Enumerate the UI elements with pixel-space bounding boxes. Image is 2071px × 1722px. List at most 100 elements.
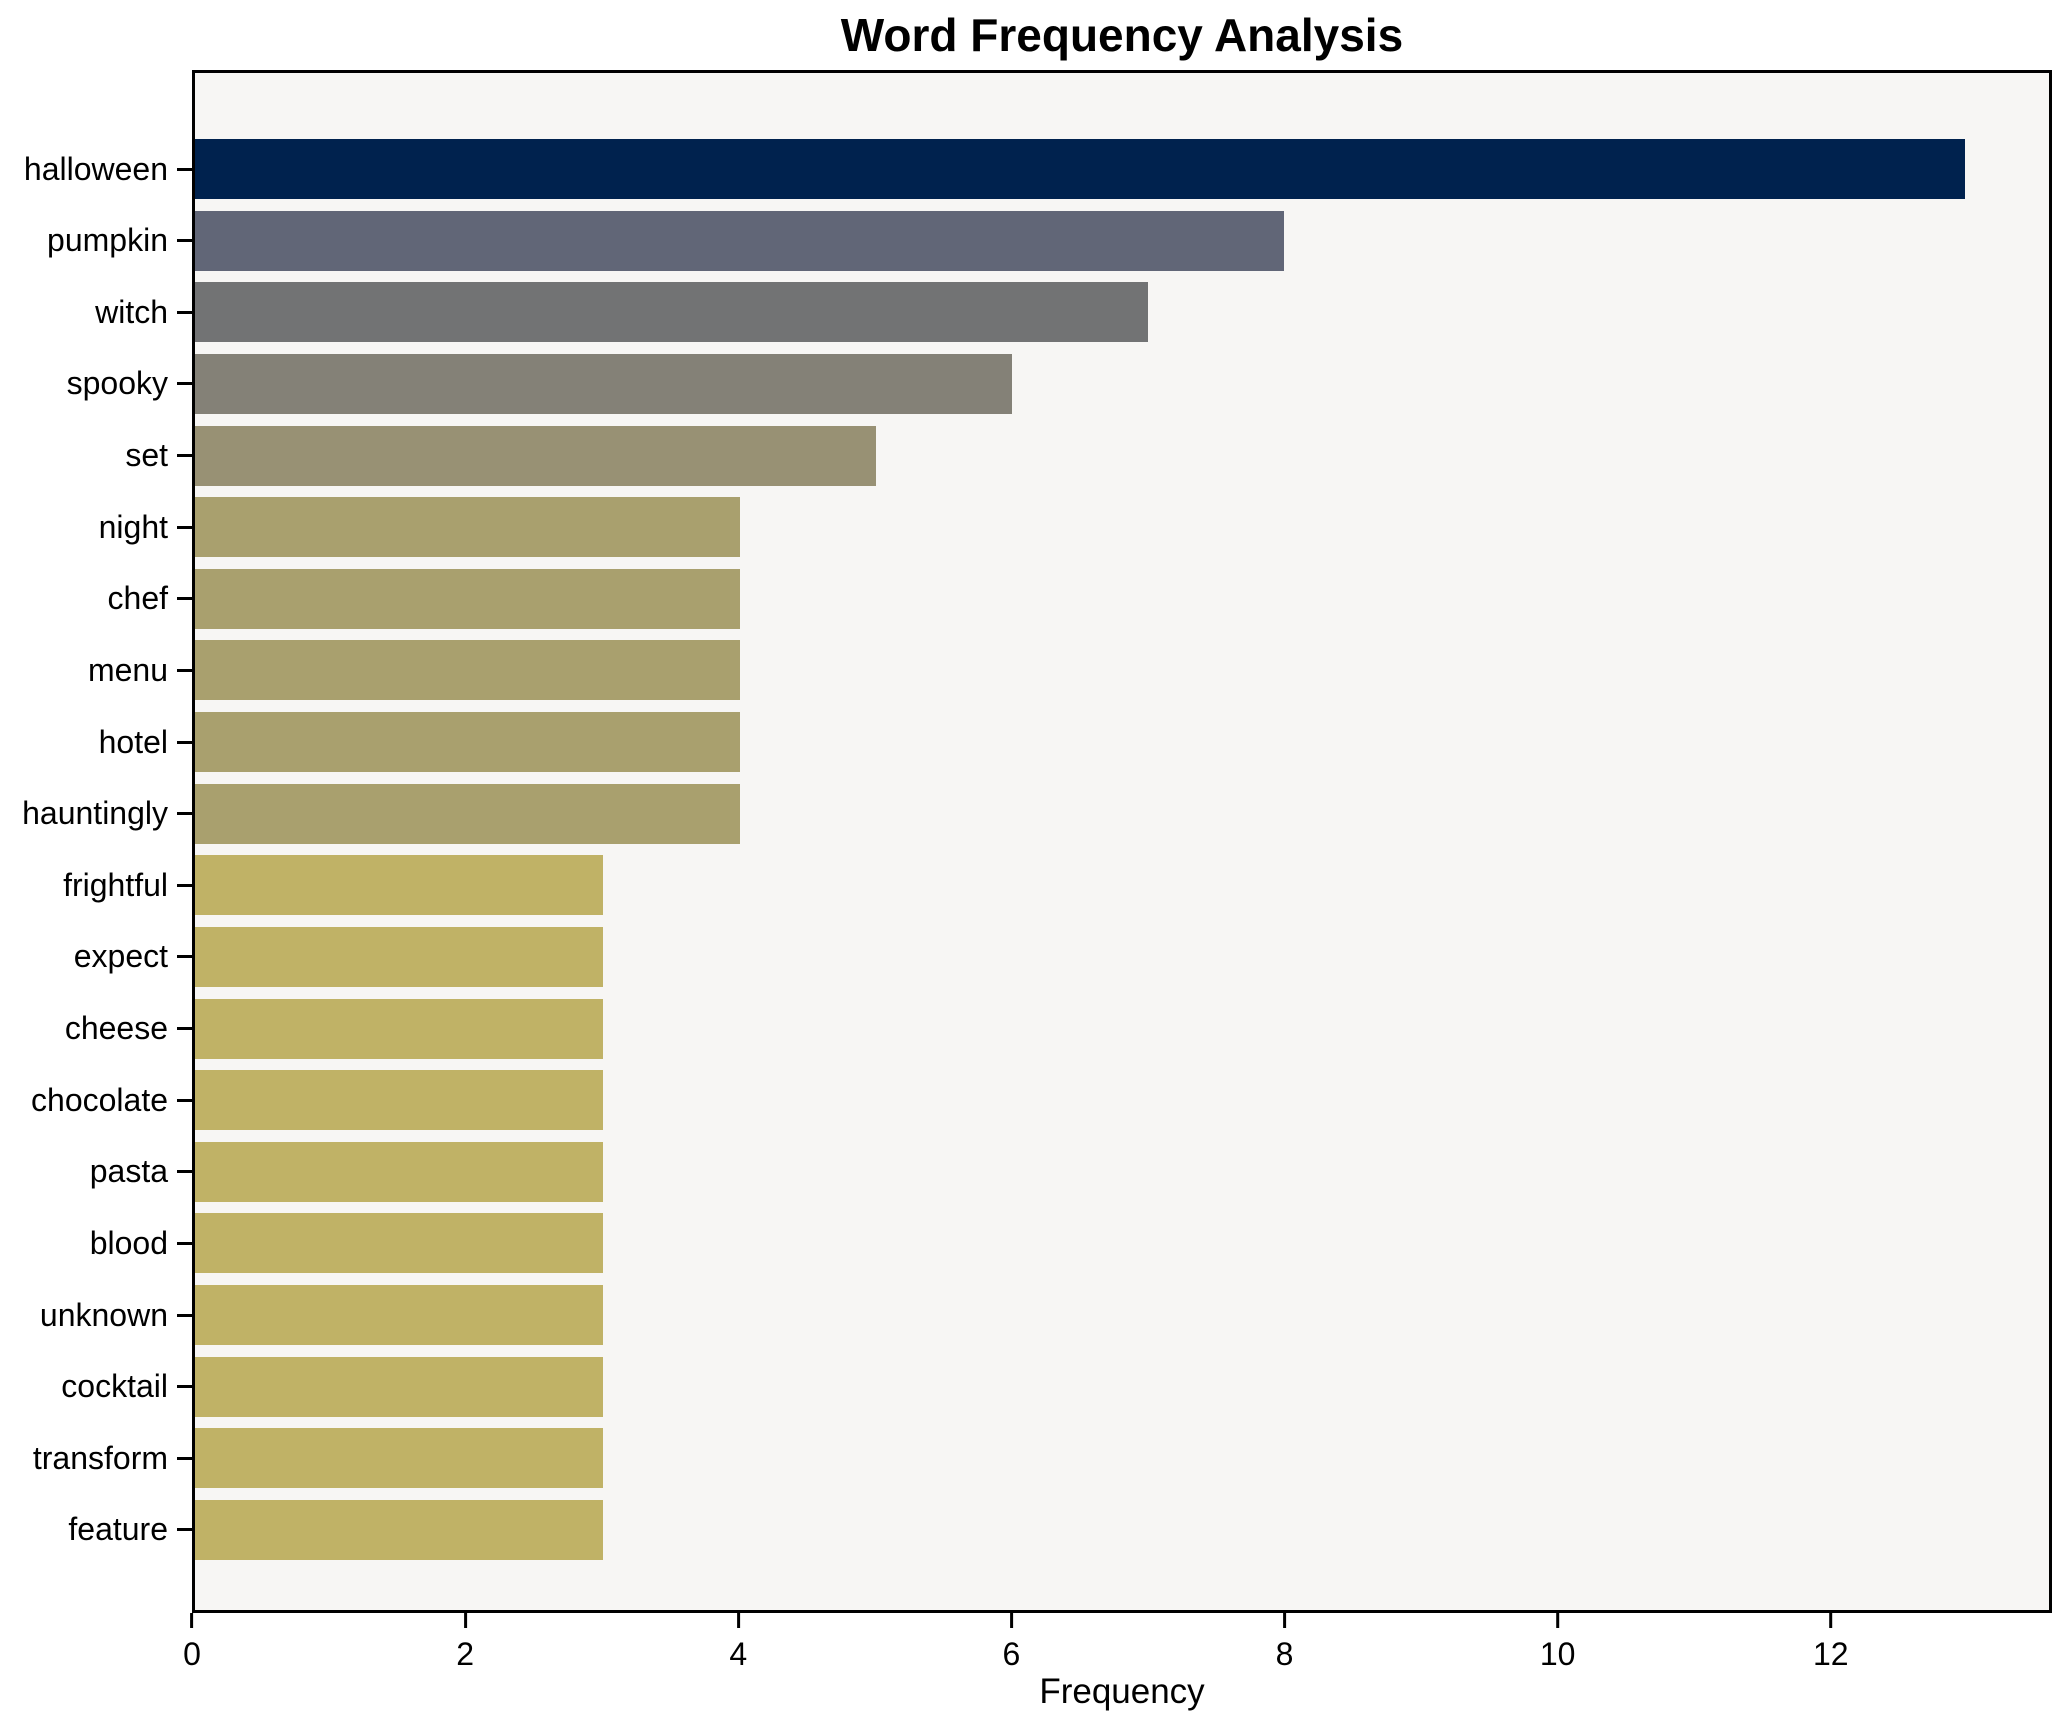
x-tick-12: 12 <box>1813 1613 1849 1673</box>
y-axis-label-chef: chef <box>107 580 168 617</box>
x-tick-label: 6 <box>1002 1636 1021 1672</box>
bar-halloween <box>195 139 1965 199</box>
y-label-row: night <box>0 497 192 557</box>
x-tick-label: 4 <box>729 1636 748 1672</box>
y-label-row: pasta <box>0 1142 192 1202</box>
bar-row <box>195 1499 2049 1560</box>
bar-row <box>195 1070 2049 1131</box>
x-tick-mark <box>1829 1613 1833 1628</box>
bar-expect <box>195 926 604 987</box>
y-axis-label-feature: feature <box>68 1511 168 1548</box>
bar-unknown <box>195 1285 604 1345</box>
y-tick-mark <box>177 1313 192 1317</box>
y-axis-label-hotel: hotel <box>98 723 168 760</box>
y-label-row: hotel <box>0 712 192 772</box>
y-axis-label-pumpkin: pumpkin <box>47 222 168 259</box>
y-tick-mark <box>177 740 192 744</box>
y-label-row: halloween <box>0 139 192 199</box>
bar-row <box>195 210 2049 271</box>
y-axis-label-hauntingly: hauntingly <box>22 795 168 832</box>
y-axis-label-frightful: frightful <box>63 866 168 903</box>
y-tick-mark <box>177 1027 192 1030</box>
x-tick-mark <box>1556 1613 1560 1628</box>
y-axis-label-unknown: unknown <box>39 1296 168 1333</box>
y-label-row: cheese <box>0 999 192 1059</box>
bar-row <box>195 568 2049 629</box>
y-label-row: chef <box>0 569 192 629</box>
bar-row <box>195 783 2049 844</box>
x-axis: 0 2 4 6 8 10 12 <box>183 1613 2052 1683</box>
chart-title: Word Frequency Analysis <box>840 9 1404 61</box>
bar-blood <box>195 1213 604 1274</box>
y-label-row: chocolate <box>0 1070 192 1130</box>
bar-row <box>195 497 2049 558</box>
bar-row <box>195 139 2049 199</box>
y-axis-label-night: night <box>98 508 168 545</box>
y-tick-mark <box>177 1170 192 1174</box>
y-tick-mark <box>177 525 192 529</box>
bar-transform <box>195 1428 604 1489</box>
bar-row <box>195 1428 2049 1489</box>
x-axis-label: Frequency <box>1039 1672 1205 1711</box>
x-tick-6: 6 <box>1002 1613 1020 1673</box>
y-axis-label-spooky: spooky <box>66 365 168 402</box>
bar-row <box>195 1141 2049 1202</box>
bar-feature <box>195 1499 604 1560</box>
bar-row <box>195 282 2049 343</box>
y-tick-mark <box>177 597 192 601</box>
x-tick-label: 8 <box>1275 1636 1294 1672</box>
bar-set <box>195 425 876 486</box>
y-tick-mark <box>177 955 192 959</box>
bar-row <box>195 353 2049 414</box>
bar-menu <box>195 640 740 701</box>
y-axis-label-pasta: pasta <box>89 1153 168 1190</box>
bars-layer <box>195 73 2049 1610</box>
x-tick-10: 10 <box>1539 1613 1576 1673</box>
x-tick-4: 4 <box>729 1613 747 1673</box>
y-axis-label-transform: transform <box>32 1439 168 1476</box>
x-tick-mark <box>463 1613 467 1628</box>
bar-night <box>195 497 740 558</box>
bar-frightful <box>195 855 604 916</box>
bar-row <box>195 1213 2049 1274</box>
y-axis-label-halloween: halloween <box>23 150 168 187</box>
y-axis-label-menu: menu <box>87 651 168 688</box>
y-tick-mark <box>177 454 192 457</box>
y-tick-mark <box>177 812 192 816</box>
y-label-row: unknown <box>0 1285 192 1345</box>
y-label-row: menu <box>0 640 192 700</box>
y-axis-labels: halloween pumpkin witch spooky set night chef m… <box>0 70 192 1613</box>
y-label-row: blood <box>0 1213 192 1273</box>
y-tick-mark <box>177 310 192 314</box>
bar-hauntingly <box>195 783 740 844</box>
y-label-row: spooky <box>0 354 192 414</box>
y-label-row: expect <box>0 927 192 987</box>
y-tick-mark <box>177 1456 192 1460</box>
x-tick-2: 2 <box>456 1613 474 1673</box>
bar-chef <box>195 568 740 629</box>
y-axis-label-cheese: cheese <box>64 1010 168 1046</box>
x-tick-label: 10 <box>1539 1636 1576 1672</box>
y-label-row: witch <box>0 282 192 342</box>
bar-hotel <box>195 712 740 772</box>
bar-row <box>195 1285 2049 1345</box>
y-label-row: frightful <box>0 855 192 915</box>
bar-row <box>195 712 2049 772</box>
plot-area <box>192 70 2052 1613</box>
bar-row <box>195 998 2049 1059</box>
y-axis-label-witch: witch <box>95 293 168 330</box>
y-label-row: set <box>0 426 192 486</box>
x-tick-label: 12 <box>1812 1636 1849 1672</box>
x-tick-label: 2 <box>456 1636 475 1672</box>
x-tick-mark <box>1282 1613 1286 1628</box>
bar-row <box>195 640 2049 701</box>
x-tick-mark <box>736 1613 740 1628</box>
y-axis-label-cocktail: cocktail <box>61 1368 168 1405</box>
bar-row <box>195 1356 2049 1417</box>
y-axis-label-set: set <box>125 437 168 473</box>
x-tick-mark <box>1009 1613 1013 1628</box>
y-label-row: feature <box>0 1500 192 1560</box>
y-axis-label-blood: blood <box>89 1224 168 1261</box>
bar-row <box>195 926 2049 987</box>
